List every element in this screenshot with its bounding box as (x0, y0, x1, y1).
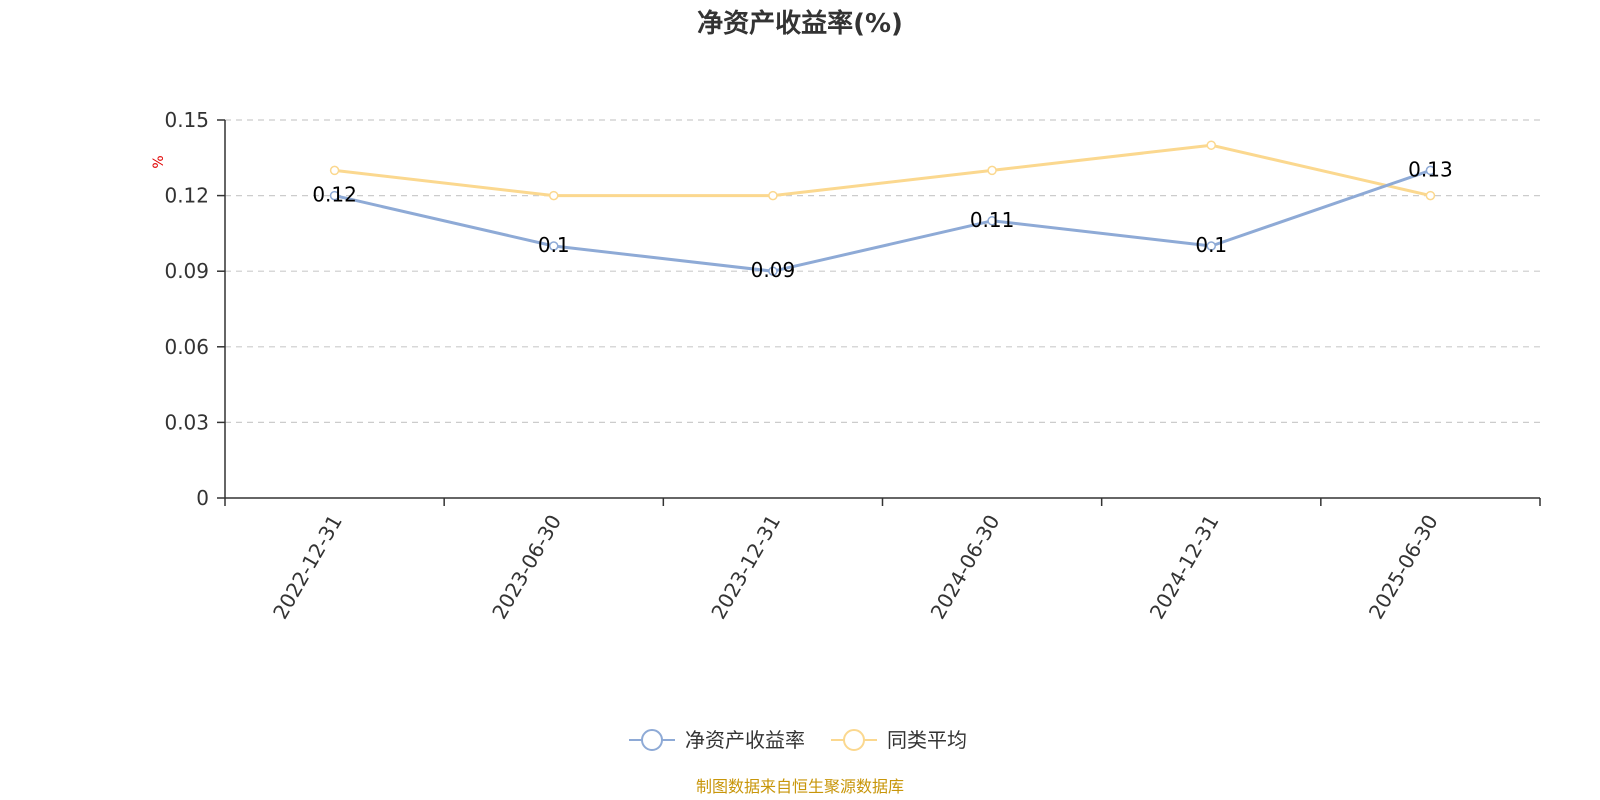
y-axis-unit-label: % (151, 155, 167, 168)
y-tick-label: 0 (196, 486, 209, 510)
legend-marker (843, 729, 865, 751)
data-point (549, 241, 559, 251)
data-point (1206, 140, 1216, 150)
y-tick-label: 0.06 (164, 335, 209, 359)
x-tick-label: 2023-12-31 (706, 511, 785, 624)
legend-marker (641, 729, 663, 751)
data-label: 0.1 (1195, 233, 1227, 257)
legend-item[interactable]: 净资产收益率 (629, 728, 805, 752)
series-line (334, 168, 1431, 273)
data-point (329, 165, 340, 176)
series-line (334, 143, 1431, 198)
y-tick-label: 0.15 (164, 108, 209, 132)
data-point (768, 190, 778, 201)
data-label: 0.12 (312, 183, 357, 207)
data-label: 0.11 (970, 208, 1015, 232)
x-tick-label: 2023-06-30 (487, 511, 566, 624)
data-point (768, 266, 778, 276)
data-label: 0.13 (1408, 157, 1453, 181)
y-tick-label: 0.03 (164, 410, 209, 434)
grid-lines (225, 119, 1540, 423)
legend-label: 同类平均 (887, 728, 967, 752)
data-point (1206, 241, 1216, 251)
data-point (329, 190, 340, 201)
x-tick-label: 2024-06-30 (926, 511, 1005, 624)
data-point (987, 165, 997, 176)
data-source-note: 制图数据来自恒生聚源数据库 (696, 777, 904, 796)
data-point (987, 216, 997, 226)
y-tick-label: 0.09 (164, 259, 209, 283)
series-lines (329, 140, 1436, 276)
data-point (1425, 190, 1436, 201)
x-tick-label: 2024-12-31 (1145, 511, 1224, 624)
chart-title: 净资产收益率(%) (697, 8, 903, 39)
legend[interactable]: 净资产收益率 同类平均 (629, 728, 967, 752)
data-label: 0.1 (538, 233, 570, 257)
y-tick-label: 0.12 (164, 184, 209, 208)
x-tick-label: 2025-06-30 (1364, 511, 1443, 624)
legend-label: 净资产收益率 (685, 728, 805, 752)
x-tick-label: 2022-12-31 (268, 511, 347, 624)
data-point (549, 190, 559, 201)
data-labels: 0.12 0.1 0.09 0.11 0.1 0.13 (312, 157, 1452, 282)
data-label: 0.09 (751, 258, 796, 282)
data-point (1425, 165, 1436, 176)
legend-item[interactable]: 同类平均 (831, 728, 967, 752)
